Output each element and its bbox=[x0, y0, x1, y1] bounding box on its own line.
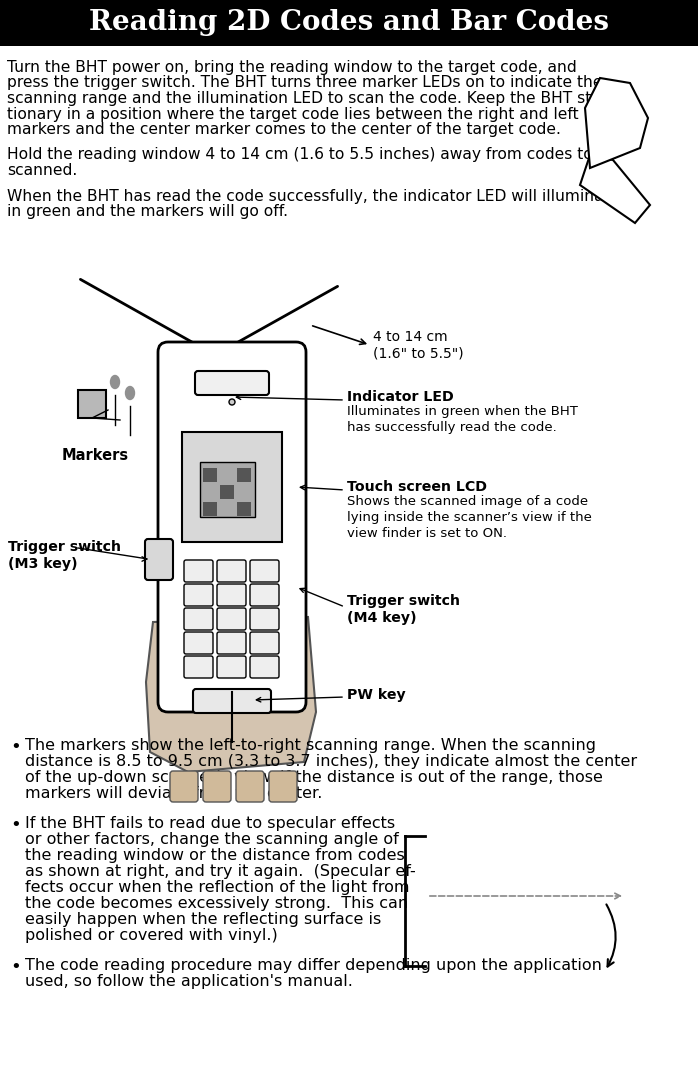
Text: The code reading procedure may differ depending upon the application: The code reading procedure may differ de… bbox=[25, 958, 602, 973]
Polygon shape bbox=[580, 155, 650, 223]
FancyBboxPatch shape bbox=[217, 560, 246, 582]
Text: Shows the scanned image of a code
lying inside the scanner’s view if the
view fi: Shows the scanned image of a code lying … bbox=[347, 495, 592, 540]
FancyBboxPatch shape bbox=[184, 584, 213, 606]
FancyBboxPatch shape bbox=[203, 771, 231, 802]
Text: of the up-down scanner’s view. If the distance is out of the range, those: of the up-down scanner’s view. If the di… bbox=[25, 770, 603, 785]
FancyBboxPatch shape bbox=[145, 539, 173, 580]
FancyBboxPatch shape bbox=[217, 584, 246, 606]
Text: polished or covered with vinyl.): polished or covered with vinyl.) bbox=[25, 928, 278, 943]
Bar bbox=[182, 432, 282, 542]
Text: fects occur when the reflection of the light from: fects occur when the reflection of the l… bbox=[25, 880, 410, 895]
Text: •: • bbox=[10, 816, 21, 834]
Text: markers will deviate from the center.: markers will deviate from the center. bbox=[25, 786, 322, 801]
Text: Hold the reading window 4 to 14 cm (1.6 to 5.5 inches) away from codes to be: Hold the reading window 4 to 14 cm (1.6 … bbox=[7, 148, 617, 162]
Bar bbox=[237, 468, 251, 482]
Text: When the BHT has read the code successfully, the indicator LED will illuminate: When the BHT has read the code successfu… bbox=[7, 188, 619, 203]
FancyBboxPatch shape bbox=[250, 608, 279, 630]
FancyBboxPatch shape bbox=[217, 656, 246, 678]
Text: Trigger switch
(M3 key): Trigger switch (M3 key) bbox=[8, 540, 121, 571]
Bar bbox=[203, 468, 217, 482]
FancyBboxPatch shape bbox=[158, 342, 306, 712]
FancyBboxPatch shape bbox=[170, 771, 198, 802]
Bar bbox=[220, 485, 234, 499]
Text: in green and the markers will go off.: in green and the markers will go off. bbox=[7, 204, 288, 219]
Text: as shown at right, and try it again.  (Specular ef-: as shown at right, and try it again. (Sp… bbox=[25, 864, 416, 879]
Text: press the trigger switch. The BHT turns three marker LEDs on to indicate the: press the trigger switch. The BHT turns … bbox=[7, 76, 602, 91]
FancyBboxPatch shape bbox=[250, 560, 279, 582]
FancyBboxPatch shape bbox=[184, 560, 213, 582]
Text: If the BHT fails to read due to specular effects: If the BHT fails to read due to specular… bbox=[25, 816, 395, 831]
FancyBboxPatch shape bbox=[217, 632, 246, 654]
Text: or other factors, change the scanning angle of: or other factors, change the scanning an… bbox=[25, 832, 399, 847]
FancyBboxPatch shape bbox=[193, 690, 271, 713]
Text: scanned.: scanned. bbox=[7, 162, 77, 179]
Text: •: • bbox=[10, 738, 21, 756]
Ellipse shape bbox=[110, 375, 119, 388]
Text: •: • bbox=[10, 958, 21, 976]
Text: markers and the center marker comes to the center of the target code.: markers and the center marker comes to t… bbox=[7, 122, 561, 137]
Bar bbox=[237, 502, 251, 516]
Bar bbox=[0, 0, 698, 46]
Text: Illuminates in green when the BHT
has successfully read the code.: Illuminates in green when the BHT has su… bbox=[347, 405, 578, 434]
Bar bbox=[200, 462, 255, 517]
Polygon shape bbox=[146, 617, 316, 772]
Bar bbox=[78, 390, 106, 418]
FancyBboxPatch shape bbox=[184, 656, 213, 678]
FancyBboxPatch shape bbox=[250, 656, 279, 678]
FancyBboxPatch shape bbox=[217, 608, 246, 630]
Text: Turn the BHT power on, bring the reading window to the target code, and: Turn the BHT power on, bring the reading… bbox=[7, 60, 577, 75]
Ellipse shape bbox=[126, 387, 135, 400]
Text: Touch screen LCD: Touch screen LCD bbox=[347, 480, 487, 494]
FancyBboxPatch shape bbox=[250, 584, 279, 606]
FancyBboxPatch shape bbox=[184, 608, 213, 630]
Text: Trigger switch
(M4 key): Trigger switch (M4 key) bbox=[347, 594, 460, 625]
Text: scanning range and the illumination LED to scan the code. Keep the BHT sta-: scanning range and the illumination LED … bbox=[7, 91, 607, 106]
Text: PW key: PW key bbox=[347, 688, 406, 702]
Text: the code becomes excessively strong.  This can: the code becomes excessively strong. Thi… bbox=[25, 896, 408, 911]
Polygon shape bbox=[585, 78, 648, 168]
FancyBboxPatch shape bbox=[184, 632, 213, 654]
Text: 4 to 14 cm
(1.6" to 5.5"): 4 to 14 cm (1.6" to 5.5") bbox=[373, 330, 463, 360]
Bar bbox=[203, 502, 217, 516]
Ellipse shape bbox=[229, 399, 235, 405]
Text: Reading 2D Codes and Bar Codes: Reading 2D Codes and Bar Codes bbox=[89, 10, 609, 36]
FancyBboxPatch shape bbox=[236, 771, 264, 802]
FancyBboxPatch shape bbox=[269, 771, 297, 802]
Text: the reading window or the distance from codes: the reading window or the distance from … bbox=[25, 848, 405, 863]
Text: distance is 8.5 to 9.5 cm (3.3 to 3.7 inches), they indicate almost the center: distance is 8.5 to 9.5 cm (3.3 to 3.7 in… bbox=[25, 754, 637, 769]
Text: Indicator LED: Indicator LED bbox=[347, 390, 454, 404]
Text: Markers: Markers bbox=[61, 448, 128, 463]
Text: The markers show the left-to-right scanning range. When the scanning: The markers show the left-to-right scann… bbox=[25, 738, 596, 753]
FancyBboxPatch shape bbox=[195, 371, 269, 396]
Text: easily happen when the reflecting surface is: easily happen when the reflecting surfac… bbox=[25, 912, 381, 927]
FancyBboxPatch shape bbox=[250, 632, 279, 654]
Text: tionary in a position where the target code lies between the right and left: tionary in a position where the target c… bbox=[7, 107, 579, 122]
Text: used, so follow the application's manual.: used, so follow the application's manual… bbox=[25, 974, 353, 989]
